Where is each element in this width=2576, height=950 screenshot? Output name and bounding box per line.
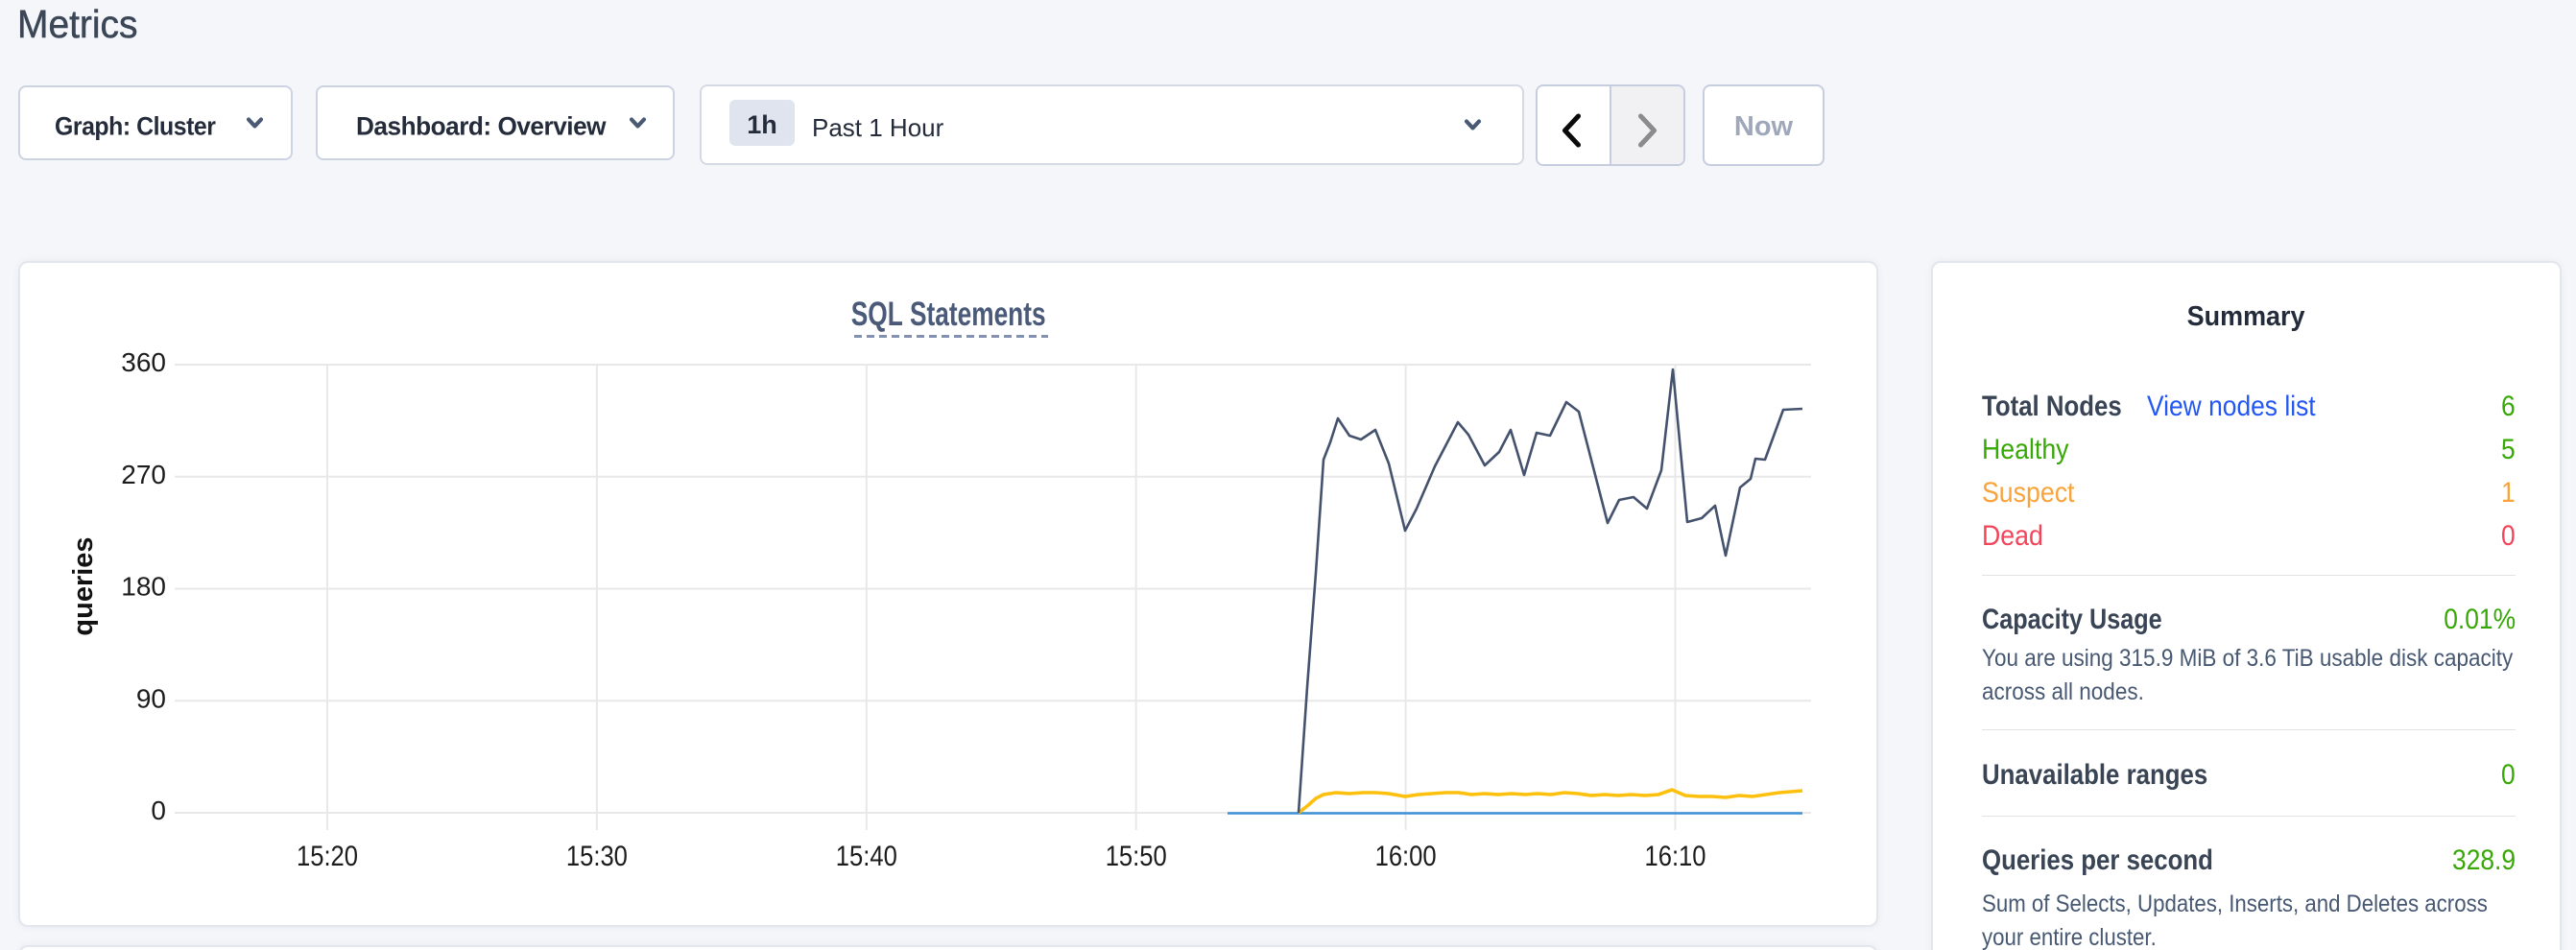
svg-text:180: 180 bbox=[121, 572, 166, 602]
svg-text:90: 90 bbox=[136, 683, 166, 713]
svg-text:15:20: 15:20 bbox=[297, 841, 358, 872]
svg-text:15:40: 15:40 bbox=[836, 841, 897, 872]
svg-text:270: 270 bbox=[121, 460, 166, 489]
svg-text:queries: queries bbox=[68, 536, 99, 635]
svg-text:15:30: 15:30 bbox=[566, 841, 628, 872]
svg-text:15:50: 15:50 bbox=[1106, 841, 1167, 872]
svg-text:16:10: 16:10 bbox=[1645, 841, 1706, 872]
svg-text:360: 360 bbox=[121, 347, 166, 377]
svg-text:0: 0 bbox=[151, 796, 166, 825]
svg-text:16:00: 16:00 bbox=[1375, 841, 1437, 872]
